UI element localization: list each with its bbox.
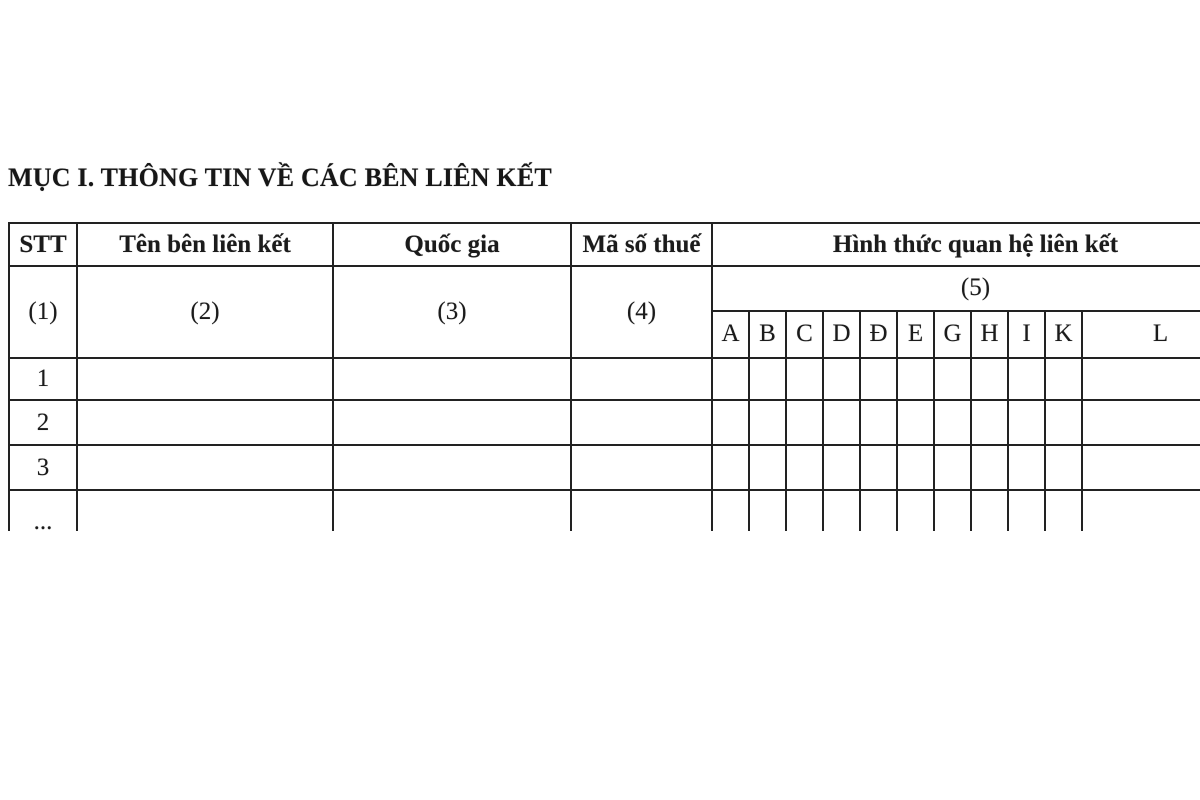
relation-letter-a: A [711, 310, 750, 359]
col-index-4: (4) [570, 265, 713, 359]
empty-cell [76, 357, 334, 401]
related-parties-table-container: STT Tên bên liên kết Quốc gia Mã số thuế… [8, 222, 1200, 531]
data-row-1: 1 [8, 357, 1200, 401]
relation-letter-l: L [1080, 310, 1200, 359]
empty-cell [822, 399, 861, 446]
empty-cell [970, 489, 1009, 531]
empty-cell [896, 444, 935, 491]
empty-cell [711, 399, 750, 446]
empty-cell [970, 444, 1009, 491]
empty-cell [785, 399, 824, 446]
row-2-stt: 2 [8, 399, 78, 446]
data-row-3: 3 [8, 444, 1200, 491]
empty-cell [1080, 444, 1200, 491]
empty-cell [785, 357, 824, 401]
col-header-country: Quốc gia [332, 222, 572, 267]
empty-cell [332, 399, 572, 446]
empty-cell [785, 444, 824, 491]
header-row: STT Tên bên liên kết Quốc gia Mã số thuế… [8, 222, 1200, 267]
empty-cell [1007, 489, 1046, 531]
empty-cell [748, 399, 787, 446]
empty-cell [1044, 357, 1083, 401]
col-header-relation-type: Hình thức quan hệ liên kết [710, 222, 1200, 267]
col-header-related-party-name: Tên bên liên kết [76, 222, 334, 267]
col-header-stt: STT [8, 222, 78, 267]
col-index-3: (3) [332, 265, 572, 359]
empty-cell [570, 489, 713, 531]
col-index-2: (2) [76, 265, 334, 359]
empty-cell [748, 357, 787, 401]
empty-cell [1044, 489, 1083, 531]
row-3-stt: 3 [8, 444, 78, 491]
empty-cell [933, 489, 972, 531]
empty-cell [859, 357, 898, 401]
empty-cell [332, 357, 572, 401]
relation-letter-k: K [1044, 310, 1083, 359]
related-parties-table: STT Tên bên liên kết Quốc gia Mã số thuế… [8, 222, 1200, 531]
row-1-stt: 1 [8, 357, 78, 401]
empty-cell [711, 357, 750, 401]
empty-cell [1007, 444, 1046, 491]
empty-cell [76, 444, 334, 491]
empty-cell [570, 357, 713, 401]
empty-cell [1044, 399, 1083, 446]
empty-cell [1080, 399, 1200, 446]
empty-cell [822, 489, 861, 531]
relation-letter-dd: Đ [859, 310, 898, 359]
relation-letter-g: G [933, 310, 972, 359]
relation-letter-b: B [748, 310, 787, 359]
relation-letter-i: I [1007, 310, 1046, 359]
empty-cell [970, 357, 1009, 401]
empty-cell [933, 357, 972, 401]
empty-cell [859, 399, 898, 446]
empty-cell [711, 489, 750, 531]
empty-cell [822, 444, 861, 491]
empty-cell [1080, 489, 1200, 531]
empty-cell [332, 489, 572, 531]
data-row-ellipsis: ... [8, 489, 1200, 531]
col-index-1: (1) [8, 265, 78, 359]
relation-letter-e: E [896, 310, 935, 359]
empty-cell [859, 444, 898, 491]
row-ellipsis-stt: ... [8, 489, 78, 531]
relation-letter-d: D [822, 310, 861, 359]
data-row-2: 2 [8, 399, 1200, 446]
empty-cell [332, 444, 572, 491]
empty-cell [785, 489, 824, 531]
relation-letters-row: A B C D Đ E G H I K L [9, 310, 1200, 359]
empty-cell [970, 399, 1009, 446]
section-title: MỤC I. THÔNG TIN VỀ CÁC BÊN LIÊN KẾT [8, 163, 552, 192]
empty-cell [896, 399, 935, 446]
empty-cell [1044, 444, 1083, 491]
empty-cell [570, 444, 713, 491]
empty-cell [1007, 399, 1046, 446]
relation-letter-c: C [785, 310, 824, 359]
empty-cell [748, 489, 787, 531]
col-index-5: (5) [710, 265, 1200, 312]
relation-letter-h: H [970, 310, 1009, 359]
empty-cell [1080, 357, 1200, 401]
column-index-row: (1) (2) (3) (4) (5) [8, 265, 1200, 359]
empty-cell [748, 444, 787, 491]
empty-cell [76, 489, 334, 531]
empty-cell [933, 444, 972, 491]
empty-cell [859, 489, 898, 531]
empty-cell [896, 489, 935, 531]
empty-cell [822, 357, 861, 401]
empty-cell [711, 444, 750, 491]
col-header-tax-code: Mã số thuế [570, 222, 713, 267]
empty-cell [570, 399, 713, 446]
empty-cell [76, 399, 334, 446]
empty-cell [896, 357, 935, 401]
empty-cell [1007, 357, 1046, 401]
empty-cell [933, 399, 972, 446]
